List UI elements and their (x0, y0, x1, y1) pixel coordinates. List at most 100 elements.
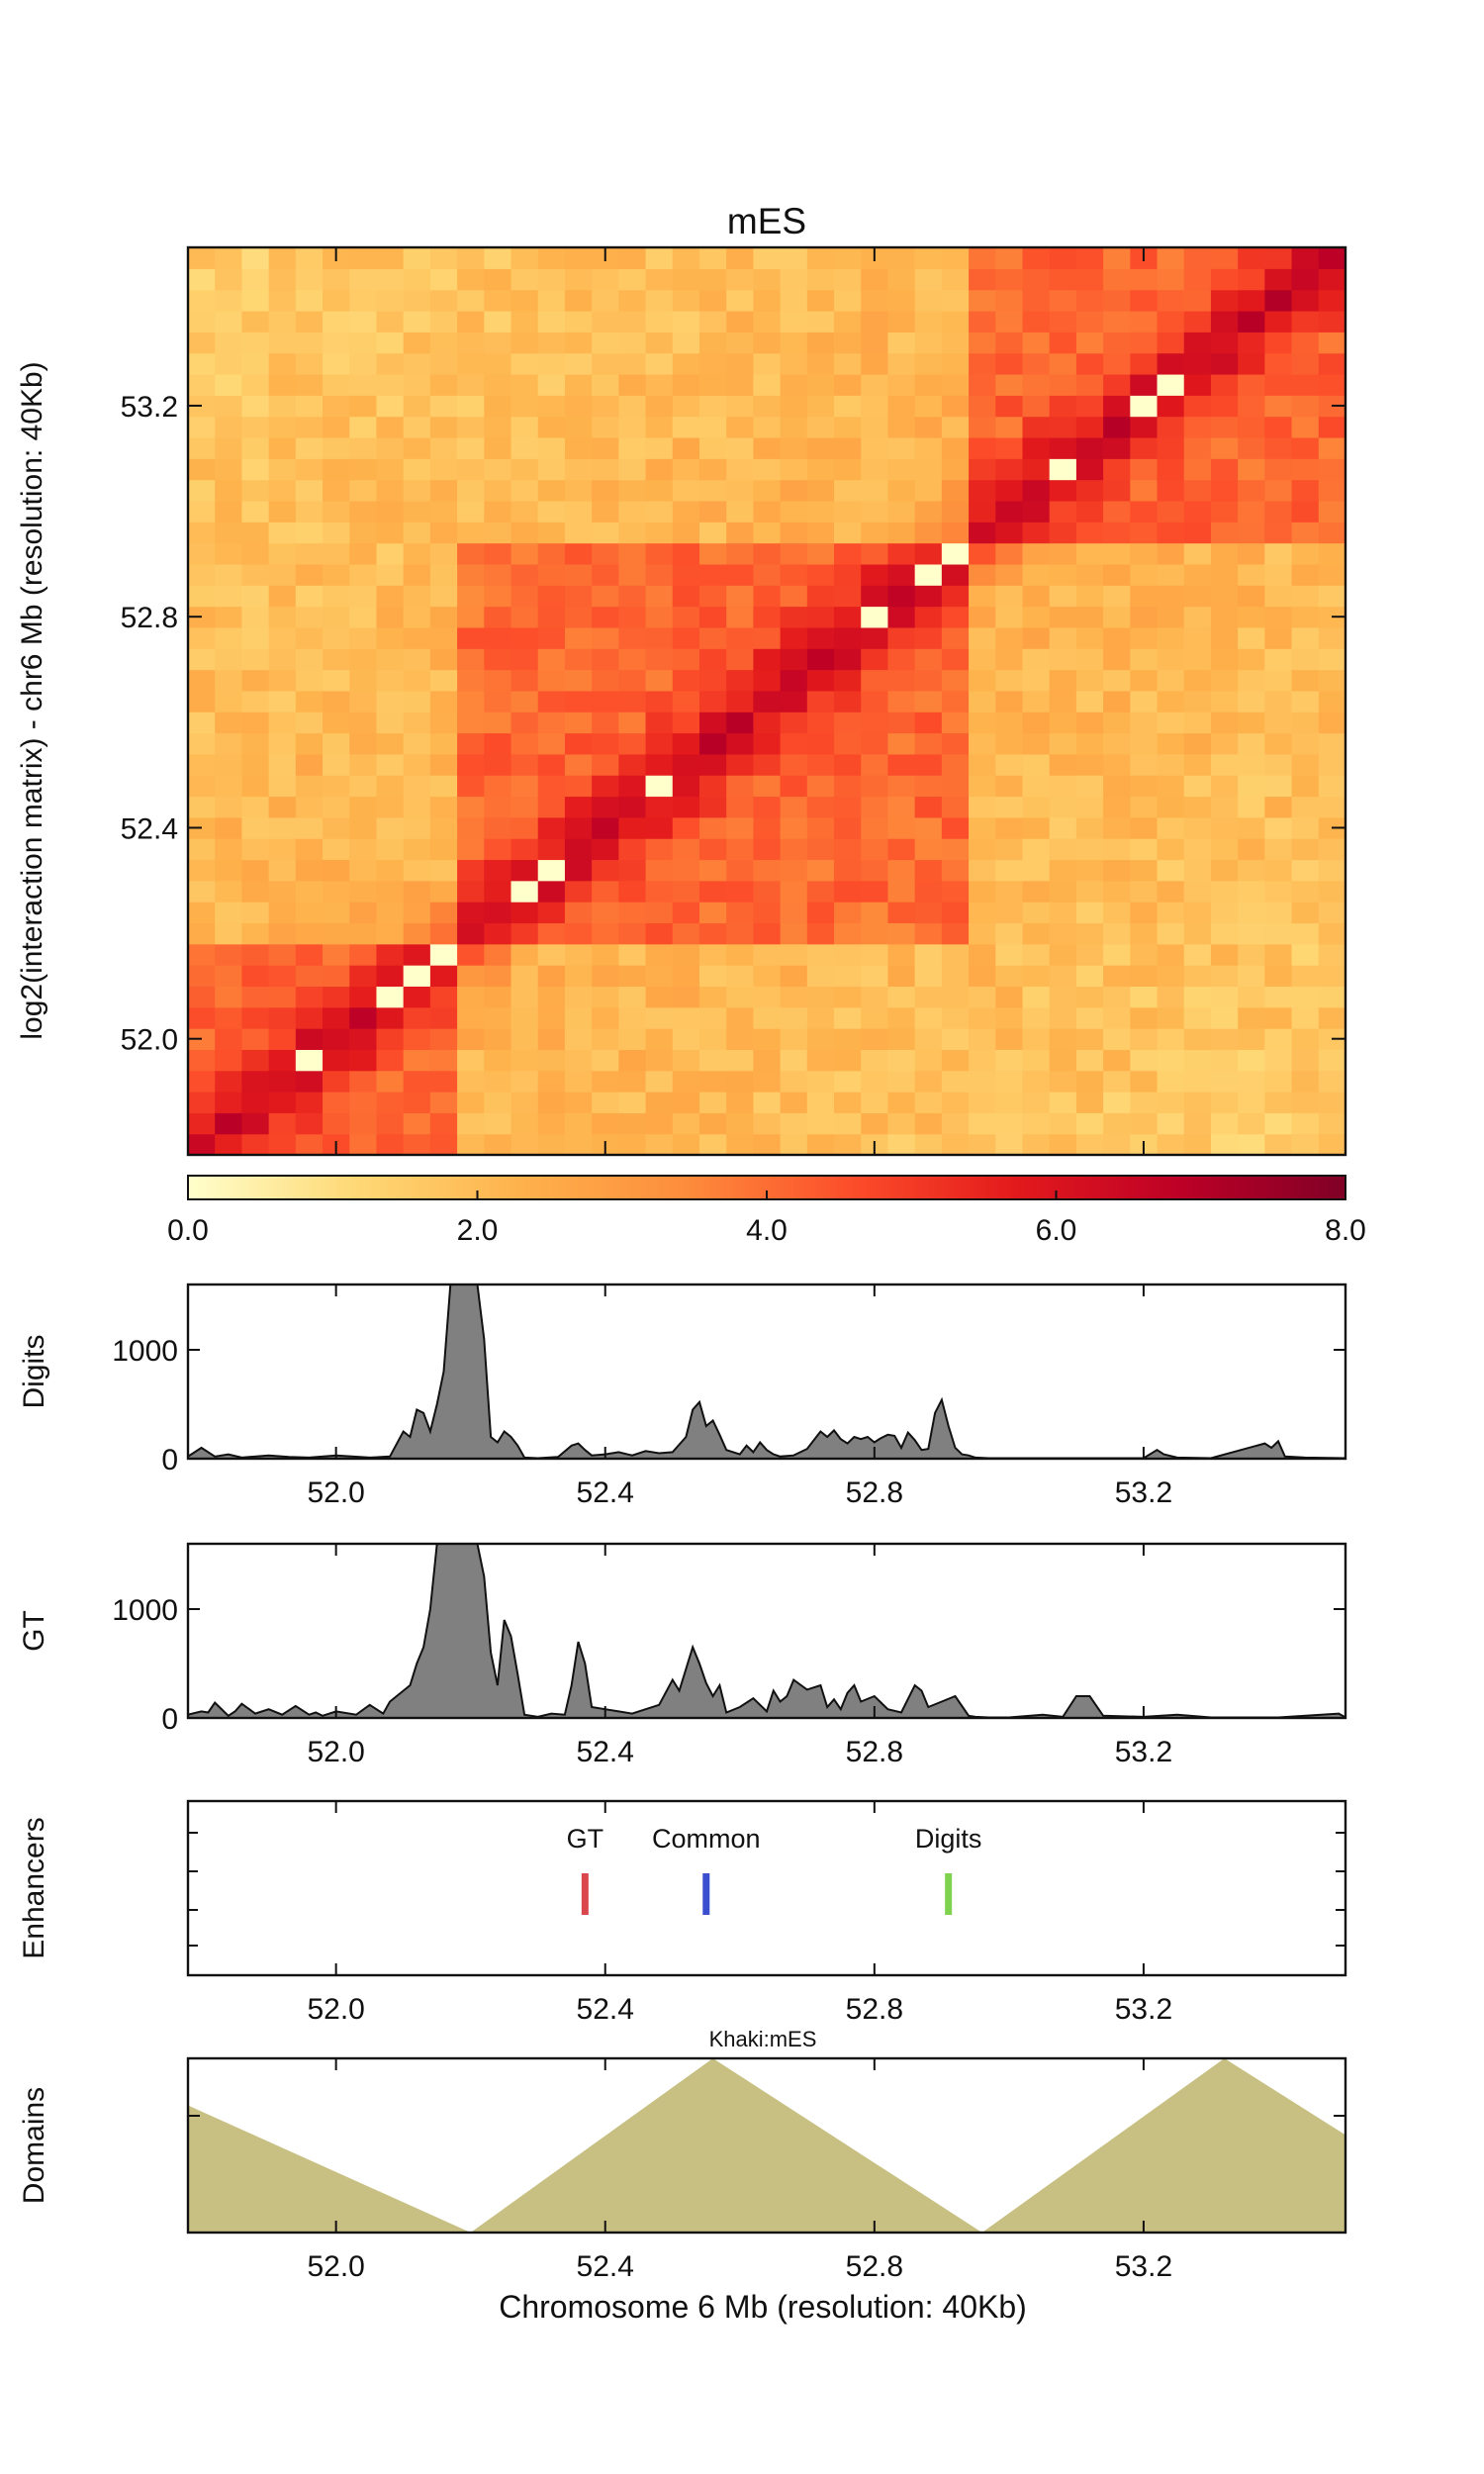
heatmap-cell (1210, 1070, 1239, 1093)
heatmap-cell (510, 436, 539, 459)
heatmap-cell (1130, 522, 1159, 544)
heatmap-cell (376, 648, 405, 671)
heatmap-cell (457, 500, 485, 523)
heatmap-cell (969, 522, 996, 544)
heatmap-cell (295, 1112, 324, 1135)
heatmap-cell (188, 479, 216, 502)
heatmap-cell (698, 373, 727, 396)
domains-track: Khaki:mES Domains 52.0 52.4 52.8 53.2 (18, 2027, 1347, 2283)
heatmap-cell (403, 563, 431, 586)
heatmap-cell (914, 732, 943, 755)
heatmap-cell (834, 965, 862, 987)
heatmap-cell (914, 606, 943, 628)
enhancers-markers: GT Common Digits (567, 1824, 981, 1915)
heatmap-cell (1183, 585, 1212, 608)
heatmap-cell (698, 796, 727, 818)
heatmap-cell (323, 712, 350, 734)
heatmap-cell (403, 712, 431, 734)
heatmap-cell (887, 310, 916, 333)
heatmap-cell (1130, 1028, 1159, 1050)
heatmap-cell (564, 732, 593, 755)
heatmap-cell (403, 1112, 431, 1135)
heatmap-cell (698, 1028, 727, 1050)
heatmap-cell (1103, 542, 1131, 565)
heatmap-cell (1264, 943, 1293, 966)
heatmap-y-tick-label: 52.8 (121, 602, 178, 634)
heatmap-cell (753, 1112, 782, 1135)
heatmap-cell (1103, 1112, 1131, 1135)
heatmap-cell (323, 796, 350, 818)
heatmap-cell (995, 352, 1024, 375)
heatmap-cell (1210, 669, 1239, 692)
heatmap-cell (484, 796, 512, 818)
heatmap-cell (1291, 1028, 1320, 1050)
heatmap-cell (1103, 563, 1131, 586)
heatmap-cell (295, 1133, 324, 1156)
heatmap-cell (1075, 859, 1104, 882)
heatmap-cell (1130, 458, 1159, 481)
heatmap-cell (592, 479, 619, 502)
heatmap-cell (806, 880, 835, 903)
heatmap-cell (1318, 1112, 1346, 1135)
heatmap-cell (887, 585, 916, 608)
heatmap-cell (429, 247, 458, 269)
heatmap-cell (618, 922, 647, 945)
heatmap-cell (806, 1070, 835, 1093)
heatmap-cell (887, 902, 916, 924)
heatmap-cell (484, 880, 512, 903)
heatmap-cell (592, 712, 619, 734)
heatmap-cell (215, 352, 243, 375)
heatmap-cell (1210, 1049, 1239, 1072)
heatmap-cell (1130, 753, 1159, 776)
heatmap-cell (834, 479, 862, 502)
heatmap-cell (592, 500, 619, 523)
heatmap-cell (241, 690, 270, 713)
heatmap-cell (537, 712, 566, 734)
heatmap-cell (429, 648, 458, 671)
heatmap-cell (188, 922, 216, 945)
heatmap-cell (1075, 986, 1104, 1008)
heatmap-cell (1264, 1092, 1293, 1113)
heatmap-cell (1238, 289, 1265, 312)
heatmap-cell (1049, 1070, 1077, 1093)
heatmap-cell (618, 816, 647, 839)
heatmap-cell (914, 753, 943, 776)
heatmap-cell (510, 500, 539, 523)
heatmap-cell (403, 479, 431, 502)
heatmap-cell (995, 500, 1024, 523)
heatmap-cell (698, 247, 727, 269)
heatmap-cell (914, 648, 943, 671)
heatmap-cell (1291, 1133, 1320, 1156)
heatmap-cell (1075, 626, 1104, 649)
heatmap-cell (295, 712, 324, 734)
heatmap-cell (1238, 648, 1265, 671)
heatmap-cell (1130, 902, 1159, 924)
heatmap-cell (914, 310, 943, 333)
heatmap-cell (914, 775, 943, 798)
heatmap-cell (618, 352, 647, 375)
heatmap-cell (323, 1028, 350, 1050)
heatmap-cell (995, 1070, 1024, 1093)
heatmap-cell (1157, 1006, 1185, 1029)
heatmap-cell (1103, 606, 1131, 628)
heatmap-cell (806, 268, 835, 291)
heatmap-cell (1130, 648, 1159, 671)
heatmap-cell (726, 986, 754, 1008)
heatmap-cell (645, 626, 674, 649)
heatmap-cell (995, 373, 1024, 396)
heatmap-cell (1022, 1112, 1051, 1135)
heatmap-cell (323, 332, 350, 354)
heatmap-cell (1291, 542, 1320, 565)
heatmap-cell (1130, 816, 1159, 839)
heatmap-cell (403, 247, 431, 269)
heatmap-cell (618, 479, 647, 502)
heatmap-cell (834, 902, 862, 924)
heatmap-cell (484, 436, 512, 459)
heatmap-cell (188, 626, 216, 649)
heatmap-cell (457, 859, 485, 882)
heatmap-cell (1022, 880, 1051, 903)
heatmap-cell (645, 247, 674, 269)
heatmap-cell (1264, 395, 1293, 418)
domains-x-tick-label: 52.8 (846, 2250, 903, 2283)
heatmap-cell (887, 669, 916, 692)
